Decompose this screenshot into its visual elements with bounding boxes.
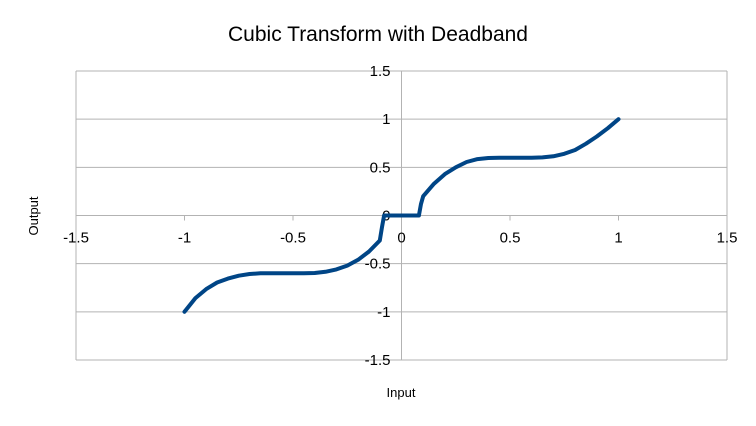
x-tick-label: 0	[397, 230, 405, 247]
x-tick-label: -0.5	[280, 230, 306, 247]
x-tick-label: 0.5	[500, 230, 521, 247]
x-tick-label: 1.5	[717, 230, 738, 247]
y-tick-label: 0.5	[370, 159, 391, 176]
y-axis-title: Output	[26, 196, 41, 235]
series-line	[182, 117, 621, 314]
y-tick-label: -1.5	[365, 352, 391, 369]
x-tick-labels: -1.5 -1 -0.5 0 0.5 1 1.5	[63, 230, 737, 247]
y-tick-label: 1.5	[370, 63, 391, 80]
y-tick-label: -0.5	[365, 256, 391, 273]
x-tick-label: -1.5	[63, 230, 89, 247]
x-tick-label: -1	[178, 230, 191, 247]
x-tick-label: 1	[614, 230, 622, 247]
y-tick-labels: -1.5-1-0.500.511.5	[365, 63, 391, 369]
y-tick-label: -1	[377, 304, 390, 321]
x-axis-title: Input	[387, 385, 416, 400]
chart-title: Cubic Transform with Deadband	[228, 23, 528, 46]
y-tick-label: 1	[382, 111, 390, 128]
